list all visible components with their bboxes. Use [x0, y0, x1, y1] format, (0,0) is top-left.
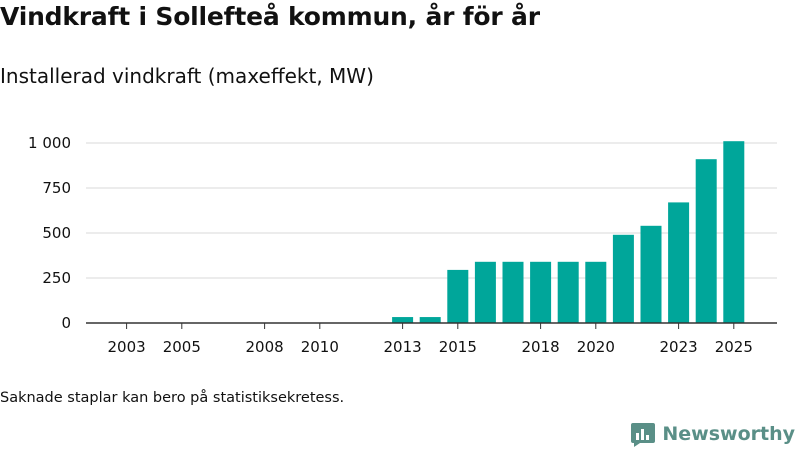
brand-logo[interactable]: Newsworthy	[630, 420, 795, 448]
bar-2018	[530, 261, 552, 323]
bar-2019	[557, 261, 579, 323]
x-tick-label: 2020	[577, 338, 615, 356]
grid-lines	[86, 142, 777, 279]
chart-title: Vindkraft i Sollefteå kommun, år för år	[0, 2, 540, 31]
bar-2015	[447, 269, 469, 323]
x-tick-label: 2018	[522, 338, 560, 356]
x-axis	[86, 322, 777, 329]
bar-2016	[474, 261, 496, 323]
footnote: Saknade staplar kan bero på statistiksek…	[0, 390, 345, 406]
bar-2021	[612, 234, 634, 323]
x-tick-label: 2003	[108, 338, 146, 356]
y-tick-label: 750	[42, 179, 71, 197]
x-tick-label: 2013	[384, 338, 422, 356]
x-tick-label: 2025	[715, 338, 753, 356]
x-tick-label: 2015	[439, 338, 477, 356]
y-tick-label: 0	[61, 314, 71, 332]
x-axis-labels: 2003 2005 2008 2010 2013 2015 2018 2020 2023 2025	[108, 338, 753, 356]
bar-2023	[668, 202, 690, 323]
bar-2013	[392, 317, 414, 323]
bars	[392, 141, 745, 323]
y-axis-labels: 0 250 500 750 1 000	[28, 134, 71, 332]
y-tick-label: 1 000	[28, 134, 71, 152]
bar-2020	[585, 261, 607, 323]
x-tick-label: 2005	[163, 338, 201, 356]
bar-2017	[502, 261, 524, 323]
brand-name: Newsworthy	[662, 423, 795, 445]
chart-subtitle: Installerad vindkraft (maxeffekt, MW)	[0, 64, 374, 88]
y-tick-label: 500	[42, 224, 71, 242]
x-tick-label: 2010	[301, 338, 339, 356]
x-tick-label: 2008	[246, 338, 284, 356]
bar-2014	[419, 317, 441, 323]
newsworthy-logo-icon	[631, 423, 656, 447]
y-tick-label: 250	[42, 269, 71, 287]
bar-2022	[640, 225, 662, 323]
bar-2024	[695, 159, 717, 323]
bar-chart: 0 250 500 750 1 000 2003 2005 2008 2010 2013 2015…	[28, 134, 777, 356]
x-tick-label: 2023	[660, 338, 698, 356]
bar-2025	[723, 141, 745, 323]
